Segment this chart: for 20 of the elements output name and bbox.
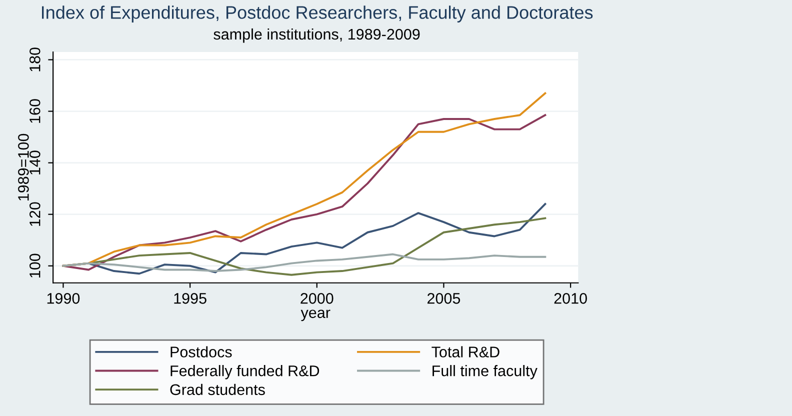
- x-tick-label: 2000: [300, 293, 334, 304]
- y-tick-label: 100: [30, 254, 40, 278]
- y-axis-title: 1989=100: [18, 134, 29, 200]
- x-tick-label: 1990: [47, 293, 80, 304]
- x-tick-label: 2005: [427, 293, 460, 304]
- y-tick-label: 140: [30, 150, 40, 174]
- y-tick-label: 180: [30, 48, 40, 72]
- legend-label: Federally funded R&D: [170, 365, 320, 380]
- chart-subtitle: sample institutions, 1989-2009: [214, 28, 420, 43]
- y-tick-label: 160: [30, 99, 40, 123]
- legend-label: Full time faculty: [432, 365, 538, 380]
- y-tick-label: 120: [30, 202, 40, 226]
- legend-label: Grad students: [170, 384, 265, 396]
- x-tick-label: 1995: [174, 293, 206, 304]
- chart-title: Index of Expenditures, Postdoc Researchers, Faculty and Doctorates: [42, 6, 593, 22]
- legend-label: Total R&D: [432, 346, 500, 358]
- x-axis-title: year: [300, 310, 330, 322]
- x-tick-label: 2010: [554, 293, 587, 304]
- legend-label: Postdocs: [170, 346, 232, 358]
- line-series: [62, 253, 546, 272]
